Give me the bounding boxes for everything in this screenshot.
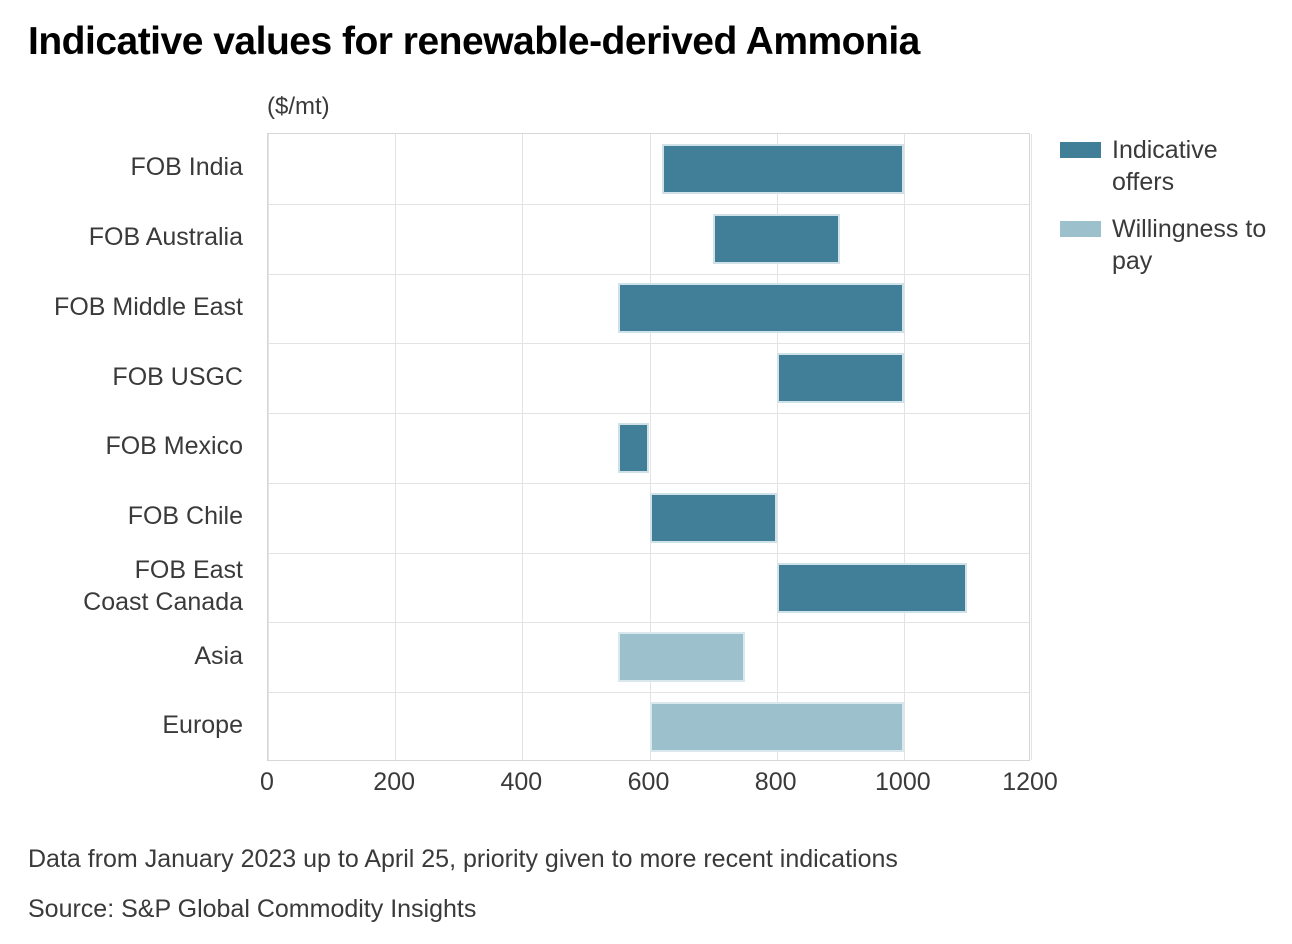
category-label-asia: Asia [194,641,243,670]
legend-item-willingness-to-pay: Willingness to pay [1060,213,1270,277]
row-separator [268,273,1029,275]
source-credit: Source: S&P Global Commodity Insights [28,895,477,923]
x-axis-tick-labels: 0 200 400 600 800 1000 1200 [0,768,1292,802]
gridline-x-1200 [1031,134,1032,760]
x-tick-label-1200: 1200 [1002,768,1058,796]
category-label-fob-middle-east: FOB Middle East [54,292,243,321]
row-separator [268,622,1029,624]
category-label-fob-mexico: FOB Mexico [105,432,243,461]
row-separator [268,203,1029,205]
legend-swatch-indicative-offers [1060,142,1101,158]
gridline-x-200 [395,134,397,760]
category-label-fob-india: FOB India [130,153,243,182]
x-tick-label-200: 200 [373,768,416,796]
x-tick-label-400: 400 [500,768,543,796]
bar-fob-middle-east [617,283,904,334]
legend: Indicative offers Willingness to pay [1060,134,1270,277]
row-separator [268,482,1029,484]
bar-fob-chile [649,492,777,543]
category-label-fob-usgc: FOB USGC [112,362,243,391]
bar-fob-india [662,143,904,194]
row-separator [268,552,1029,554]
bar-fob-east-coast-canada [776,562,968,613]
category-label-fob-east-coast-canada: FOB East Coast Canada [83,556,243,616]
gridline-x-400 [522,134,524,760]
legend-swatch-willingness-to-pay [1060,221,1101,237]
row-separator [268,692,1029,694]
chart-title: Indicative values for renewable-derived … [28,20,920,63]
legend-item-indicative-offers: Indicative offers [1060,134,1270,198]
plot-area [267,133,1032,761]
category-label-europe: Europe [162,711,243,740]
row-separator [268,413,1029,415]
gridline-x-1000 [903,134,905,760]
bar-europe [649,702,904,753]
category-label-fob-australia: FOB Australia [88,223,243,252]
legend-label: Indicative offers [1112,136,1218,196]
bar-fob-usgc [776,353,904,404]
gridline-x-600 [649,134,651,760]
bar-fob-australia [713,213,841,264]
x-tick-label-600: 600 [627,768,670,796]
legend-label: Willingness to pay [1112,215,1267,275]
bar-asia [617,632,745,683]
row-separator [268,343,1029,345]
footnote: Data from January 2023 up to April 25, p… [28,845,898,873]
gridline-x-800 [776,134,778,760]
bar-fob-mexico [617,423,650,473]
axis-unit-label: ($/mt) [267,93,330,120]
x-tick-label-0: 0 [260,768,274,796]
x-tick-label-1000: 1000 [875,768,931,796]
gridline-x-0 [268,134,269,760]
y-axis-category-labels: FOB India FOB Australia FOB Middle East FOB… [0,133,255,761]
category-label-fob-chile: FOB Chile [127,502,243,531]
x-tick-label-800: 800 [754,768,797,796]
